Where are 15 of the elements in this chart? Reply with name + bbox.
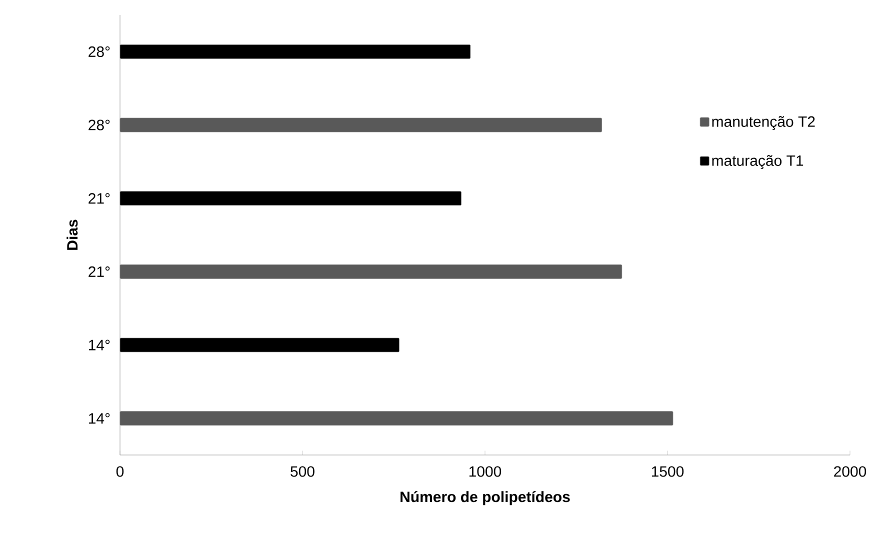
legend-label: manutenção T2 [712, 116, 815, 130]
x-tick-label: 1000 [469, 466, 502, 477]
x-tick-label: 0 [116, 466, 124, 477]
y-tick-label: 28° [88, 46, 110, 57]
x-axis-title: Número de polipetídeos [400, 491, 570, 506]
legend-label: maturação T1 [712, 155, 804, 169]
y-tick-label: 21° [88, 266, 110, 277]
x-tick-label: 2000 [834, 466, 866, 477]
x-tick-label: 1500 [652, 466, 684, 477]
y-axis-title: Dias [66, 220, 78, 250]
y-tick-label: 14° [89, 413, 110, 424]
y-tick-label: 21° [88, 193, 110, 204]
y-tick-label: 14° [89, 340, 110, 350]
y-tick-label: 28° [88, 120, 110, 130]
x-tick-label: 500 [290, 466, 314, 477]
